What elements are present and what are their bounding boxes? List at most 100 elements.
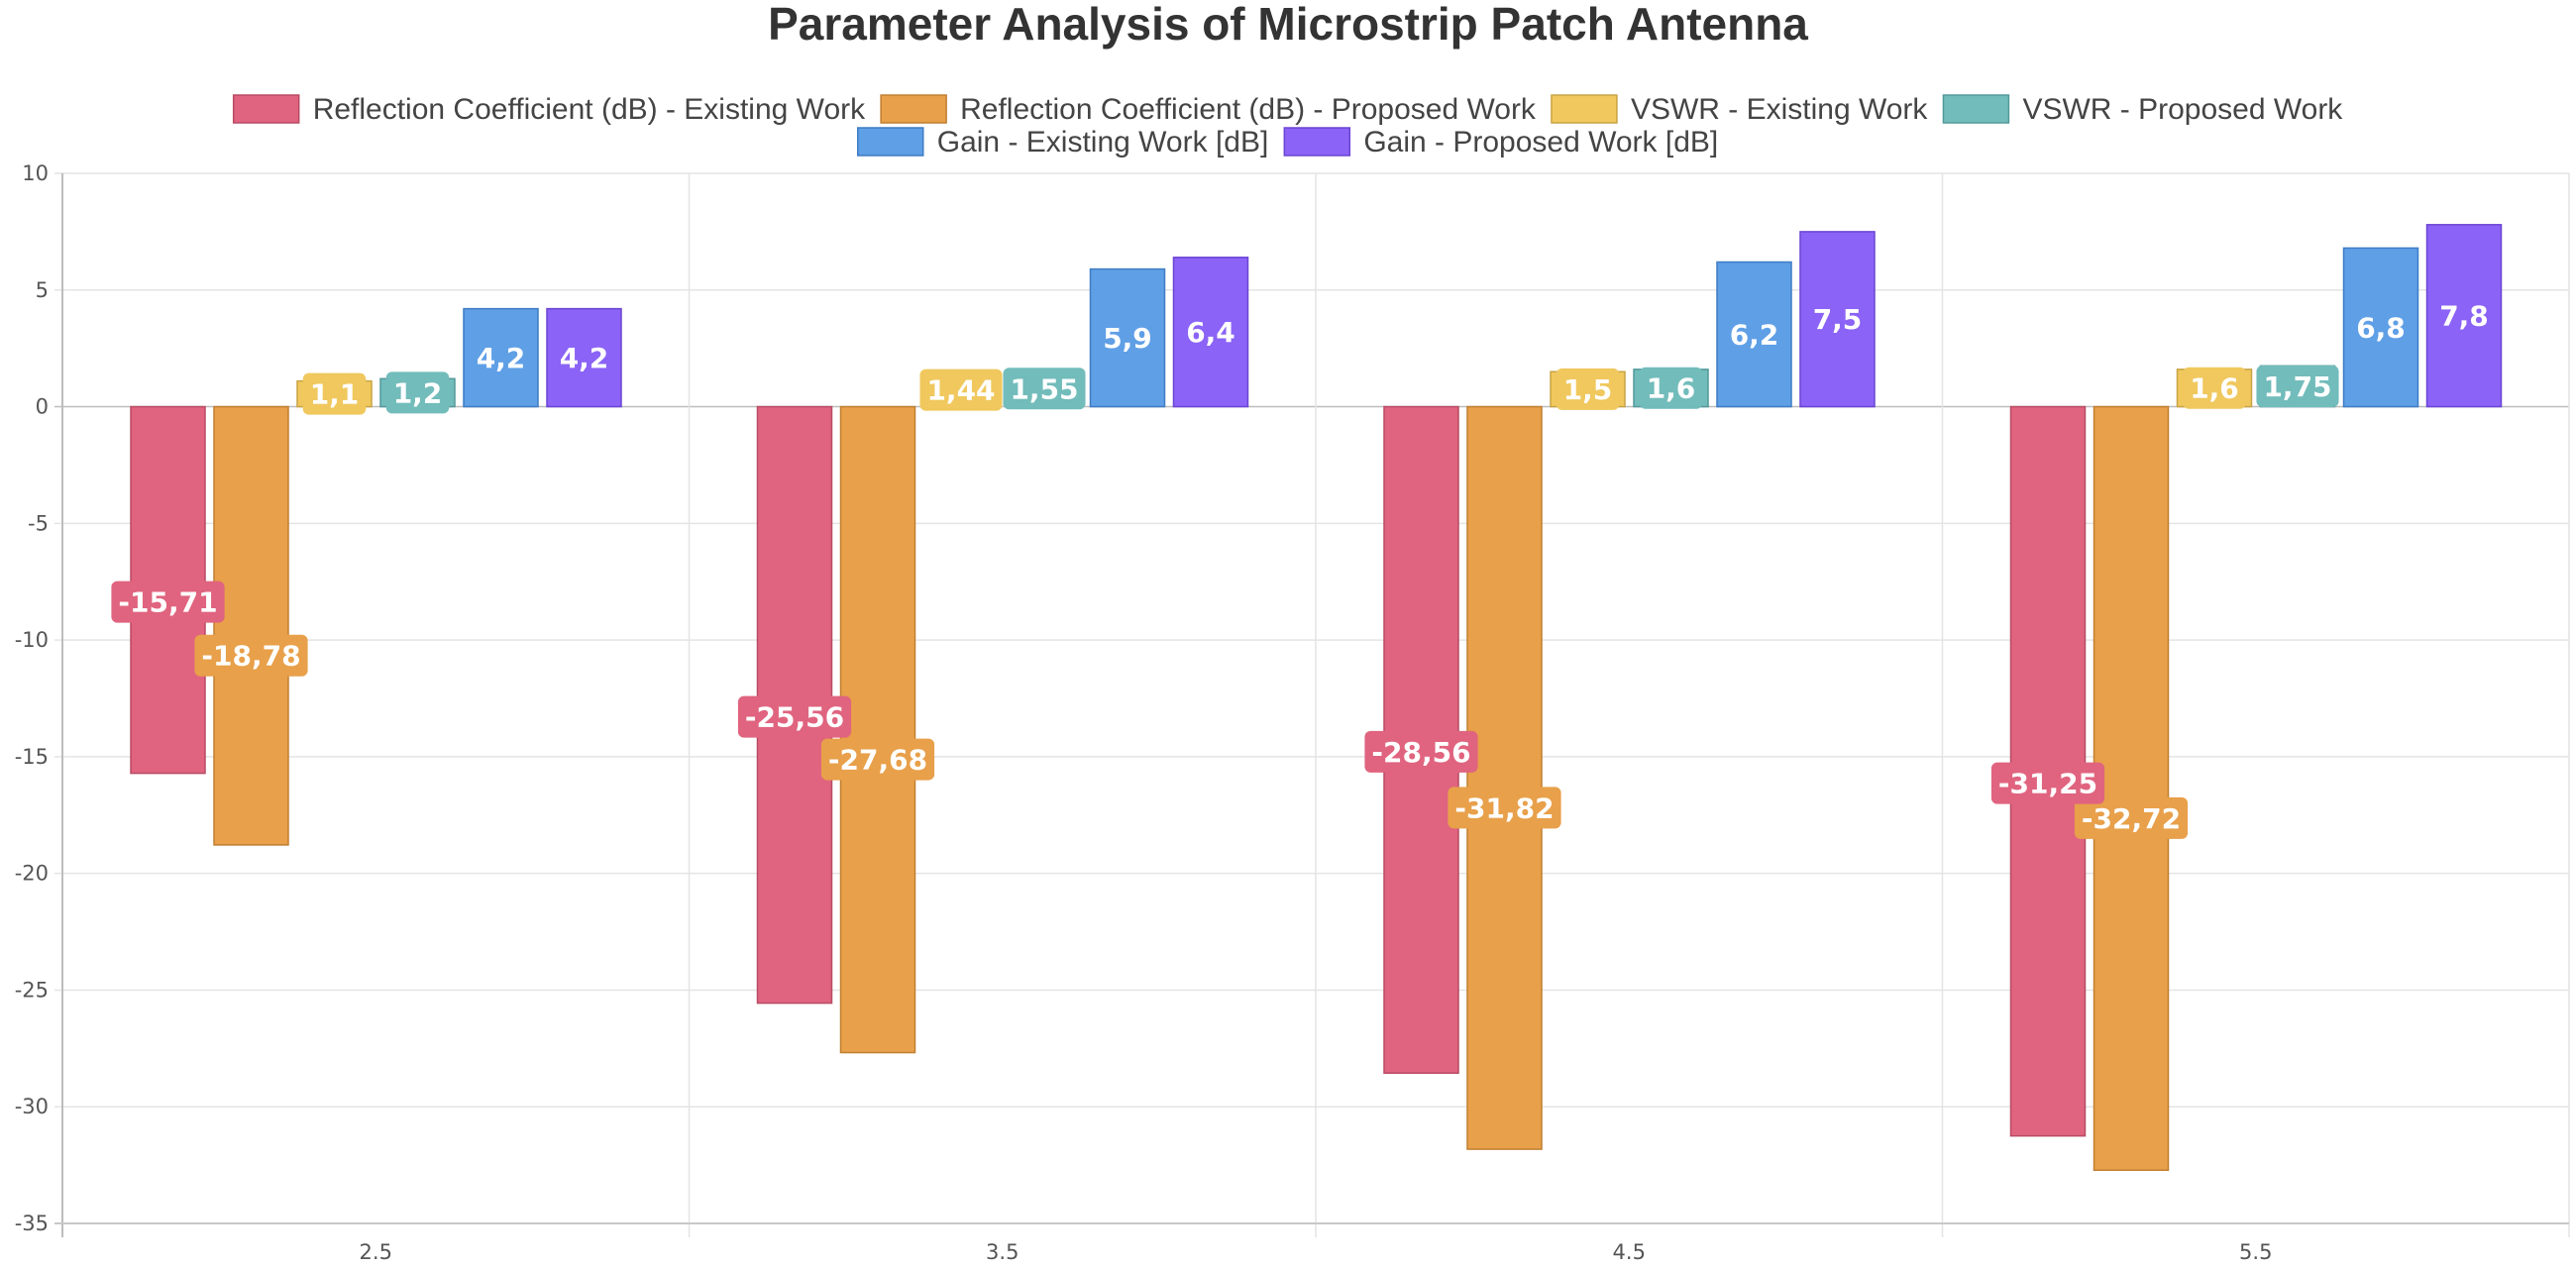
legend-label: Gain - Proposed Work [dB] (1363, 126, 1718, 158)
legend-label: Reflection Coefficient (dB) - Existing W… (313, 93, 866, 126)
data-label: -25,56 (737, 695, 852, 738)
data-label: 1,1 (302, 372, 367, 415)
bar (213, 405, 289, 846)
legend-swatch (232, 94, 300, 124)
data-label-text: 1,6 (1647, 372, 1696, 405)
data-label: 1,5 (1556, 368, 1620, 410)
data-label-text: -32,72 (2082, 802, 2181, 835)
y-tick-label: 10 (22, 161, 49, 185)
data-label-badge (737, 695, 852, 738)
legend-swatch (1942, 94, 2010, 124)
data-label-badge (302, 372, 367, 415)
data-label-text: 1,44 (926, 374, 995, 407)
data-label-text: -15,71 (118, 586, 217, 619)
chart-title: Parameter Analysis of Microstrip Patch A… (768, 0, 1808, 50)
data-label-badge (1639, 367, 1703, 409)
bar (1172, 257, 1249, 408)
data-label-text: 1,75 (2263, 370, 2331, 403)
legend-swatch (880, 94, 947, 124)
legend-swatch (1551, 94, 1618, 124)
data-label-text: 1,55 (1010, 372, 1078, 405)
data-label: 6,8 (2356, 311, 2406, 344)
data-label: -31,82 (1448, 787, 1561, 829)
bar (546, 307, 622, 408)
data-label: 6,4 (1186, 316, 1235, 349)
data-label-text: 5,9 (1103, 322, 1152, 355)
data-label: 1,44 (919, 369, 1003, 411)
y-tick-label: -30 (15, 1095, 49, 1118)
bar (1716, 261, 1792, 408)
data-labels: -18,78 -27,68 -31,82 -32,72 -15,71 -25,56 -28,… (111, 300, 2489, 839)
legend-item[interactable]: Reflection Coefficient (dB) - Proposed W… (880, 93, 1537, 126)
bar (463, 307, 539, 408)
data-label-text: -27,68 (828, 744, 927, 777)
legend-swatch (857, 127, 924, 157)
bar (1799, 231, 1876, 408)
x-tick-label: 2.5 (360, 1240, 392, 1264)
legend-item[interactable]: VSWR - Existing Work (1551, 93, 1928, 126)
data-label-badge (1448, 787, 1561, 829)
bar (2342, 247, 2419, 408)
legend-item[interactable]: Gain - Existing Work [dB] (857, 126, 1269, 158)
data-label-text: 1,1 (310, 378, 360, 411)
data-label-badge (2074, 796, 2189, 839)
data-label: 1,2 (385, 371, 450, 414)
data-label: 1,75 (2256, 365, 2339, 407)
x-tick-label: 4.5 (1613, 1240, 1646, 1264)
y-tick-label: -10 (15, 628, 49, 652)
axes: 2.5 3.5 4.5 5.5 (54, 173, 2569, 1264)
data-label: 6,2 (1730, 319, 1779, 352)
x-tick-label: 5.5 (2239, 1240, 2272, 1264)
data-label: 5,9 (1103, 322, 1152, 355)
legend-label: VSWR - Existing Work (1631, 93, 1928, 126)
y-tick-label: -20 (15, 862, 49, 886)
data-label-badge (1990, 762, 2105, 804)
bar (1466, 405, 1543, 1150)
data-label-text: 7,8 (2439, 300, 2489, 333)
legend-label: VSWR - Proposed Work (2022, 93, 2343, 126)
data-label-badge (2256, 365, 2339, 407)
data-label-text: 1,2 (393, 376, 443, 409)
y-tick-label: -15 (15, 745, 49, 769)
y-tick-label: -25 (15, 978, 49, 1002)
data-label-badge (1364, 730, 1478, 773)
legend-label: Gain - Existing Work [dB] (937, 126, 1269, 158)
data-label: 1,6 (2183, 367, 2246, 409)
data-label-text: 6,2 (1730, 319, 1779, 352)
data-label-text: -25,56 (745, 701, 844, 734)
data-label: -28,56 (1364, 730, 1478, 773)
y-tick-label: 5 (36, 278, 49, 302)
y-tick-label: 0 (36, 395, 49, 419)
data-label-text: 7,5 (1813, 303, 1863, 336)
legend-label: Reflection Coefficient (dB) - Proposed W… (960, 93, 1537, 126)
data-label-text: 1,6 (2190, 372, 2239, 405)
bar (2425, 224, 2503, 408)
data-label-text: 6,4 (1186, 316, 1235, 349)
data-label-badge (1556, 368, 1620, 410)
legend-item[interactable]: VSWR - Proposed Work (1942, 93, 2343, 126)
data-label: 1,55 (1003, 368, 1086, 410)
data-label-badge (1003, 368, 1086, 410)
data-label-text: 4,2 (560, 342, 609, 374)
data-label: -32,72 (2074, 796, 2189, 839)
data-label: 4,2 (477, 342, 526, 374)
data-label-badge (111, 581, 225, 623)
legend-item[interactable]: Reflection Coefficient (dB) - Existing W… (232, 93, 866, 126)
data-label-badge (2183, 367, 2246, 409)
data-label: -27,68 (820, 738, 935, 781)
data-label: -15,71 (111, 581, 225, 623)
legend: Reflection Coefficient (dB) - Existing W… (232, 93, 2343, 158)
data-label: 7,8 (2439, 300, 2489, 333)
legend-swatch (1283, 127, 1351, 157)
legend-item[interactable]: Gain - Proposed Work [dB] (1283, 126, 1718, 158)
data-label-text: 6,8 (2356, 311, 2406, 344)
y-tick-label: -35 (15, 1212, 49, 1235)
x-tick-label: 3.5 (986, 1240, 1019, 1264)
data-label-text: 1,5 (1563, 373, 1613, 406)
data-label-text: 4,2 (477, 342, 526, 374)
data-label-badge (820, 738, 935, 781)
bar (2093, 405, 2170, 1172)
data-label: -31,25 (1990, 762, 2105, 804)
data-label-badge (385, 371, 450, 414)
